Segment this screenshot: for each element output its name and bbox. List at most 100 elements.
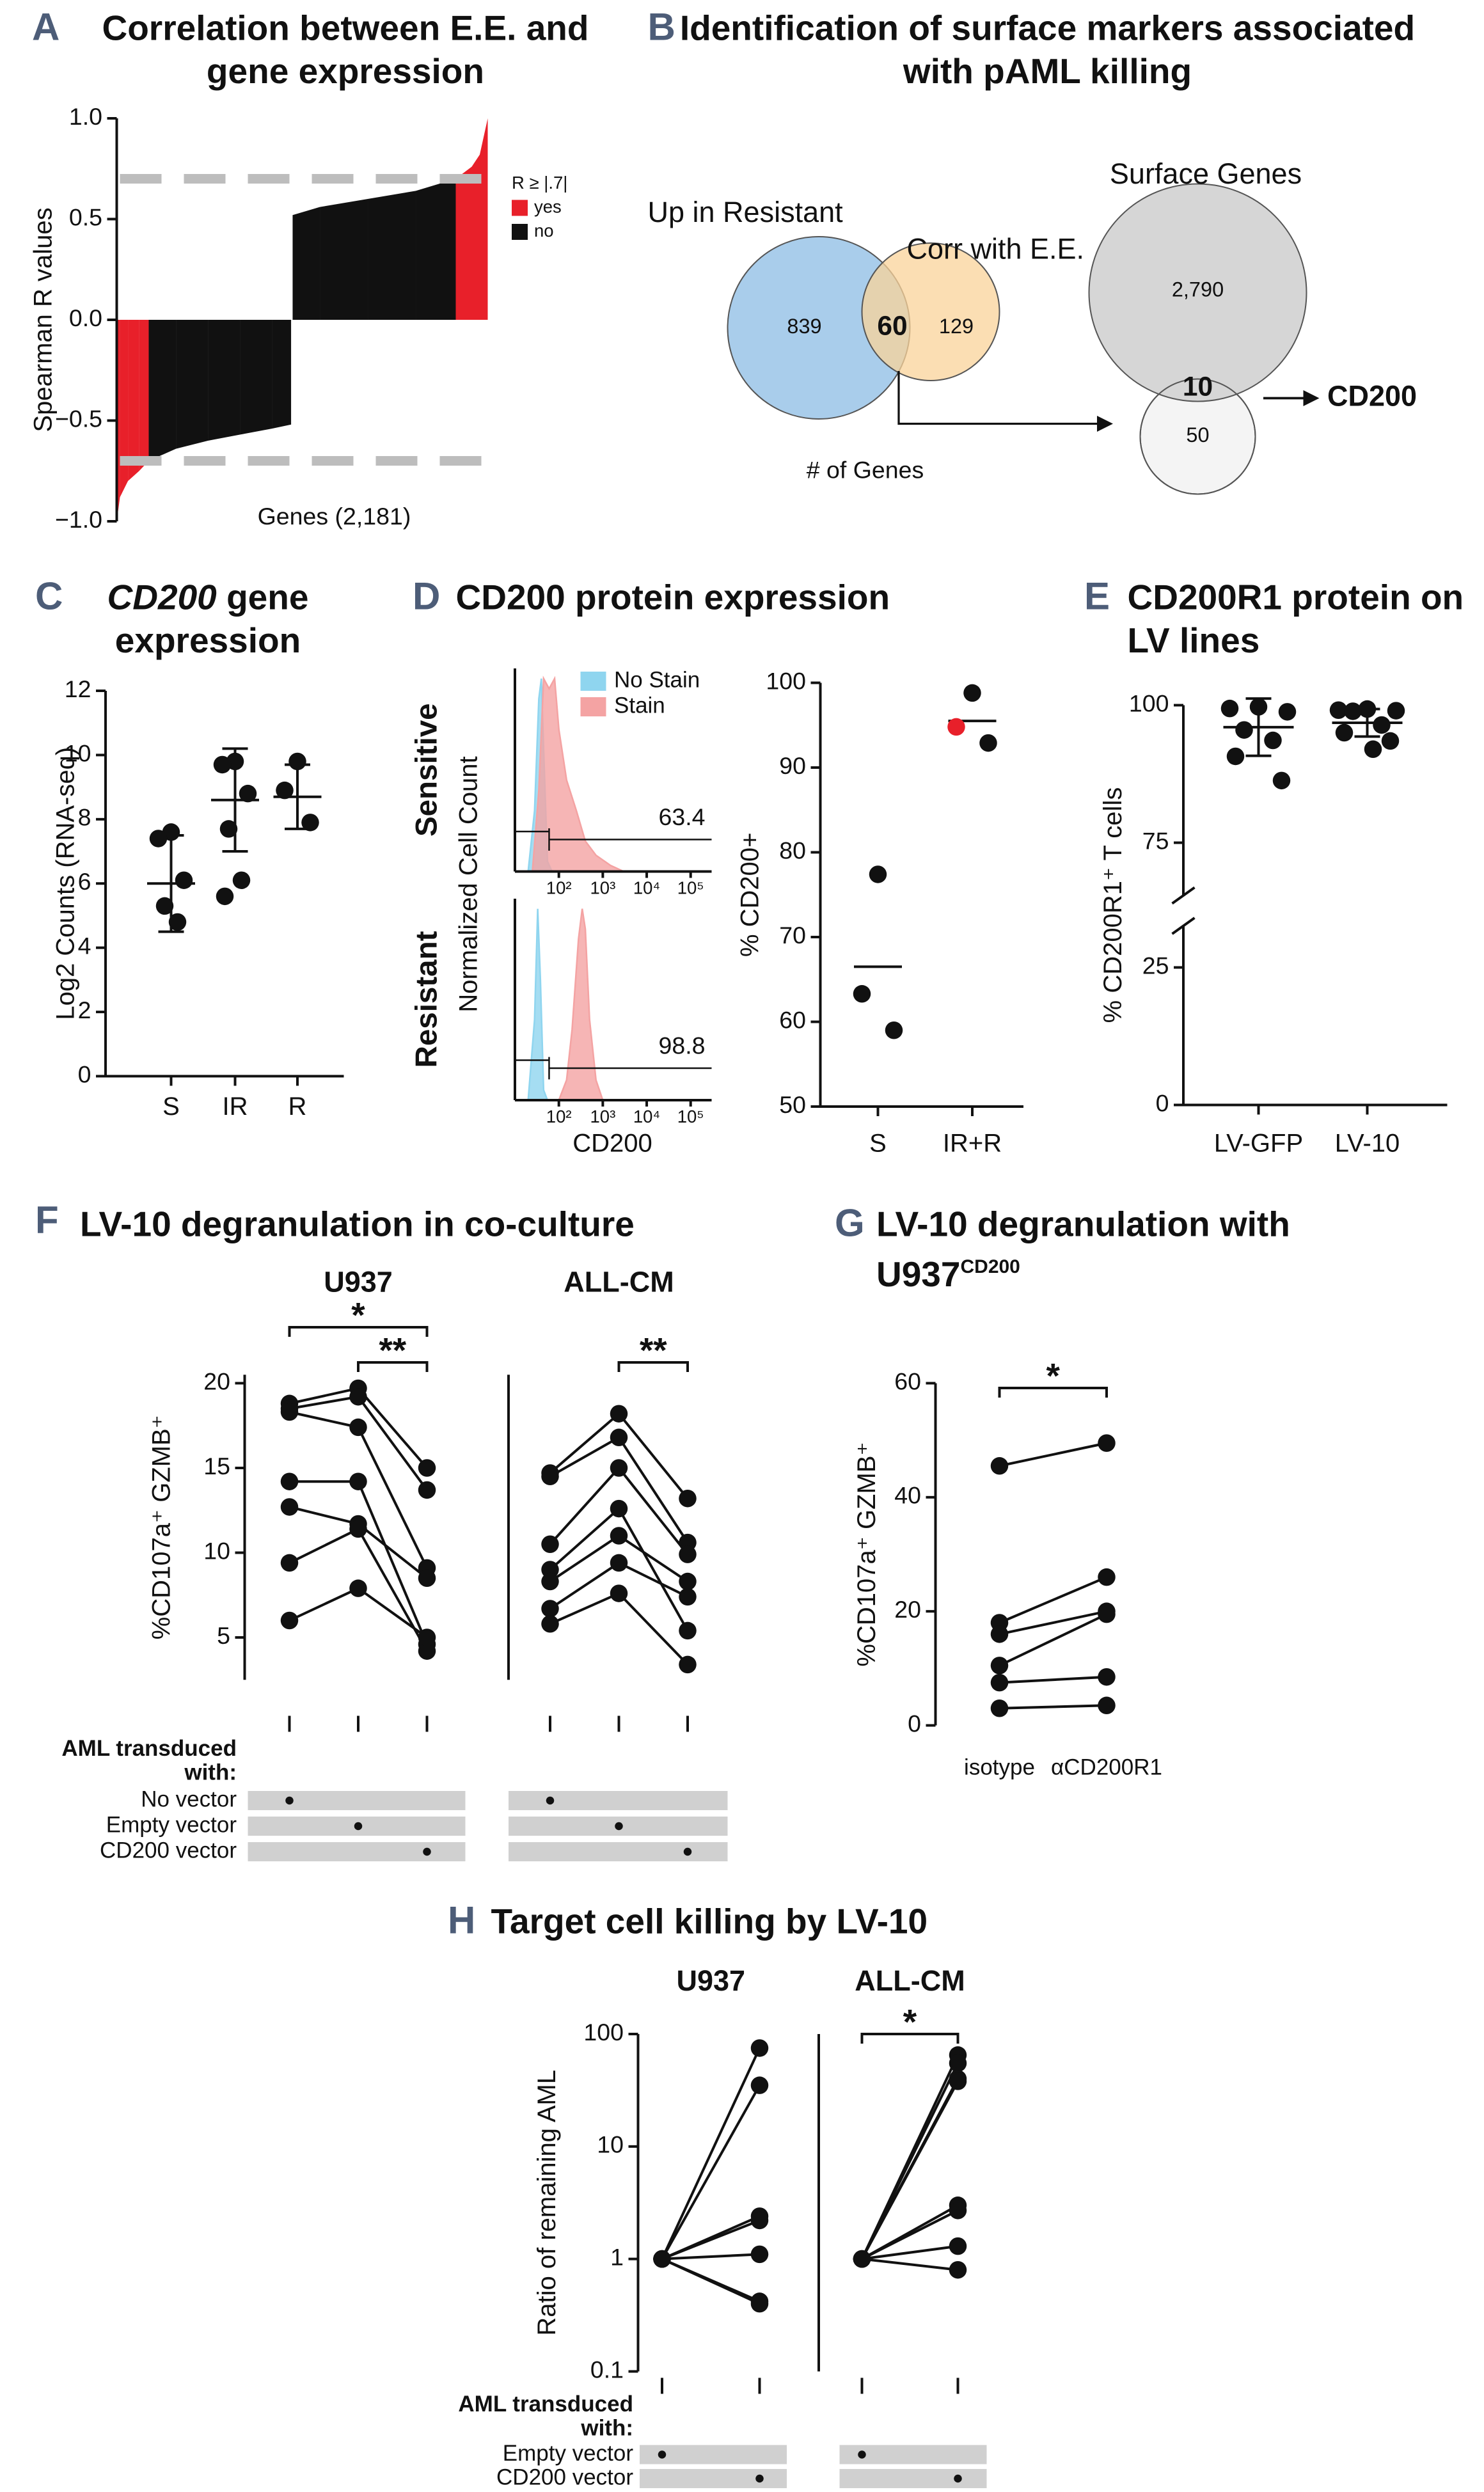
y-tick-label: 4: [78, 933, 91, 959]
legend-swatch: [512, 200, 528, 216]
data-point: [349, 1579, 367, 1597]
x-tick-label: 10⁵: [677, 878, 704, 897]
data-point: [280, 1498, 299, 1516]
venn-circle: [861, 242, 1000, 381]
pair-line: [999, 1675, 1107, 1684]
data-point: [541, 1572, 559, 1591]
bar-area: [176, 320, 209, 449]
data-point: [653, 2250, 671, 2268]
data-point: [301, 814, 319, 832]
data-point: [679, 1621, 697, 1640]
y-tick-label: 20: [203, 1368, 230, 1394]
legend-label: no: [534, 221, 554, 241]
bar-area: [128, 320, 139, 481]
histogram: [527, 908, 549, 1101]
condition-bar: [509, 1791, 728, 1810]
bar-area: [240, 320, 272, 435]
data-point: [1098, 1668, 1116, 1686]
data-point: [1373, 716, 1391, 734]
region-count: 50: [1186, 423, 1209, 446]
condition-bar: [509, 1842, 728, 1861]
x-tick-label: 10³: [590, 878, 615, 897]
y-tick-label: 2: [78, 997, 91, 1023]
y-tick-label: 100: [583, 2019, 624, 2046]
significance-bracket: [357, 1361, 429, 1372]
y-tick-label: 20: [894, 1596, 921, 1623]
region-count: 10: [1183, 372, 1213, 402]
data-point: [679, 1588, 697, 1606]
significance-label: *: [1046, 1356, 1061, 1396]
panel-letter: H: [448, 1900, 476, 1943]
arrow: [897, 371, 1100, 425]
data-point: [949, 2072, 967, 2090]
x-tick-label: IR+R: [943, 1130, 1002, 1158]
set-label: Up in Resistant: [648, 196, 844, 228]
x-tick-label: 10²: [546, 1107, 572, 1126]
gate-value: 98.8: [659, 1032, 706, 1059]
pair-line: [999, 1575, 1107, 1624]
significance-bracket: [860, 2033, 959, 2044]
panel-letter: B: [647, 6, 675, 50]
panel-letter: C: [35, 576, 63, 619]
pair-line: [549, 1591, 689, 1666]
data-point: [963, 684, 981, 702]
data-point: [610, 1554, 628, 1572]
legend-label: Stain: [614, 693, 665, 718]
condition-header: AML transduced with:: [61, 1735, 237, 1785]
condition-dot: [285, 1796, 294, 1805]
data-point: [1226, 747, 1245, 766]
condition-dot: [858, 2450, 866, 2459]
gate-value: 63.4: [659, 803, 706, 830]
pair-line: [999, 1613, 1107, 1667]
data-point: [853, 2250, 871, 2268]
x-tick-label: LV-GFP: [1214, 1130, 1303, 1158]
x-tick-label: 10²: [546, 878, 572, 897]
panel-title: LV-10 degranulation in co-culture: [80, 1203, 752, 1246]
x-axis-label: Genes (2,181): [258, 503, 411, 530]
data-point: [232, 871, 251, 889]
arrow-head: [1097, 416, 1113, 432]
data-point: [349, 1520, 367, 1538]
data-point: [1098, 1605, 1116, 1623]
bar-area: [292, 207, 320, 320]
y-axis-label: %CD107a⁺ GZMB⁺: [853, 1442, 881, 1666]
data-point: [1278, 703, 1297, 721]
panel-title: Target cell killing by LV-10: [491, 1900, 1067, 1943]
data-point: [1220, 699, 1239, 718]
data-point: [175, 871, 193, 889]
condition-dot: [954, 2474, 962, 2483]
panel-title: Identification of surface markers associ…: [680, 6, 1416, 93]
y-tick-label: 60: [779, 1006, 806, 1033]
data-point: [1344, 702, 1362, 720]
bar-area: [416, 178, 456, 320]
y-axis-label: Resistant: [410, 931, 444, 1068]
bar-area: [208, 320, 241, 441]
bar-area: [148, 320, 177, 461]
data-point: [541, 1535, 559, 1553]
panel-title: LV-10 degranulation with U937CD200: [876, 1203, 1292, 1296]
data-point: [750, 2294, 769, 2313]
significance-label: *: [903, 2002, 917, 2042]
data-point: [1264, 731, 1282, 750]
data-point: [949, 2237, 967, 2255]
y-tick-label: 40: [894, 1482, 921, 1509]
bar-area: [272, 320, 292, 429]
x-tick-label: 10³: [590, 1107, 615, 1126]
y-tick-label: 90: [779, 752, 806, 779]
y-axis-label: Ratio of remaining AML: [533, 2070, 561, 2336]
data-point: [541, 1467, 559, 1485]
data-point: [288, 752, 306, 771]
set-label: Surface Genes: [1110, 157, 1302, 190]
x-tick-label: 10⁴: [633, 878, 660, 897]
significance-bracket: [288, 1326, 429, 1337]
legend-swatch: [580, 697, 606, 716]
bar-area: [120, 320, 129, 498]
title-text: CD200R1 protein on LV lines: [1127, 577, 1464, 661]
data-point: [679, 1489, 697, 1508]
data-point: [349, 1418, 367, 1437]
subplot-title: U937: [324, 1265, 393, 1298]
panel-letter: G: [835, 1203, 865, 1246]
y-tick-label: −0.5: [55, 405, 102, 432]
data-point: [990, 1699, 1009, 1717]
data-point: [1364, 740, 1382, 759]
